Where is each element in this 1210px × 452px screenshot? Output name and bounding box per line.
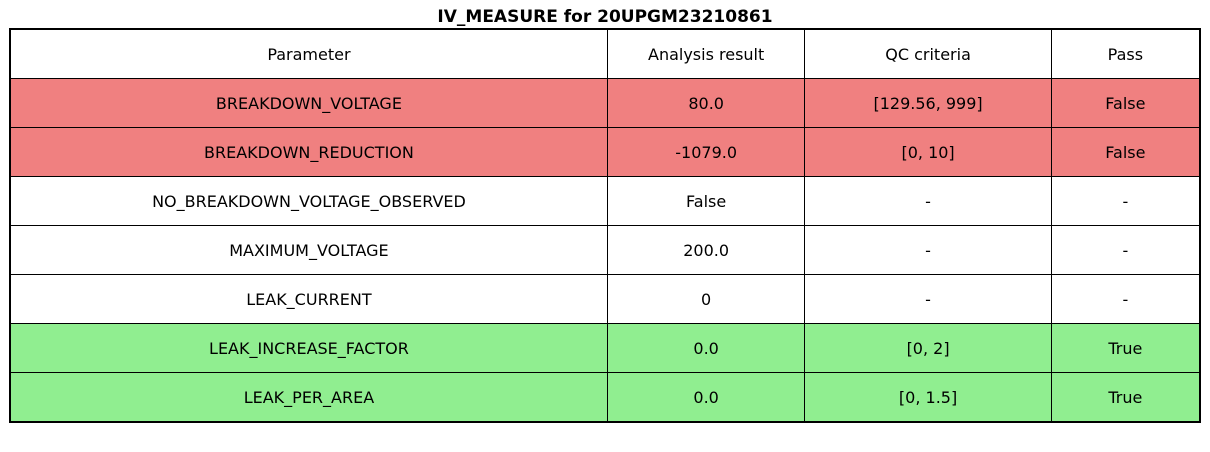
qc-criteria-cell: [129.56, 999] (804, 78, 1052, 128)
table-row: NO_BREAKDOWN_VOLTAGE_OBSERVED False - - (9, 176, 1201, 226)
qc-table: Parameter Analysis result QC criteria Pa… (9, 28, 1201, 423)
col-header-pass: Pass (1050, 28, 1201, 79)
parameter-cell: BREAKDOWN_REDUCTION (9, 127, 608, 177)
qc-criteria-cell: - (804, 176, 1052, 226)
analysis-result-cell: 0.0 (606, 323, 806, 373)
qc-criteria-cell: [0, 2] (804, 323, 1052, 373)
table-row: LEAK_PER_AREA 0.0 [0, 1.5] True (9, 372, 1201, 423)
table-row: BREAKDOWN_REDUCTION -1079.0 [0, 10] Fals… (9, 127, 1201, 177)
table-row: LEAK_INCREASE_FACTOR 0.0 [0, 2] True (9, 323, 1201, 373)
table-row: LEAK_CURRENT 0 - - (9, 274, 1201, 324)
header-row: Parameter Analysis result QC criteria Pa… (9, 28, 1201, 79)
qc-table-body: BREAKDOWN_VOLTAGE 80.0 [129.56, 999] Fal… (9, 78, 1201, 423)
qc-criteria-cell: [0, 10] (804, 127, 1052, 177)
qc-criteria-cell: - (804, 274, 1052, 324)
parameter-cell: LEAK_INCREASE_FACTOR (9, 323, 608, 373)
analysis-result-cell: False (606, 176, 806, 226)
analysis-result-cell: 0.0 (606, 372, 806, 423)
parameter-cell: MAXIMUM_VOLTAGE (9, 225, 608, 275)
pass-cell: False (1050, 127, 1201, 177)
table-row: BREAKDOWN_VOLTAGE 80.0 [129.56, 999] Fal… (9, 78, 1201, 128)
qc-criteria-cell: [0, 1.5] (804, 372, 1052, 423)
pass-cell: - (1050, 176, 1201, 226)
table-row: MAXIMUM_VOLTAGE 200.0 - - (9, 225, 1201, 275)
analysis-result-cell: -1079.0 (606, 127, 806, 177)
pass-cell: True (1050, 323, 1201, 373)
pass-cell: True (1050, 372, 1201, 423)
parameter-cell: LEAK_PER_AREA (9, 372, 608, 423)
page-title: IV_MEASURE for 20UPGM23210861 (437, 7, 773, 27)
qc-criteria-cell: - (804, 225, 1052, 275)
col-header-qc-criteria: QC criteria (804, 28, 1052, 79)
analysis-result-cell: 0 (606, 274, 806, 324)
analysis-result-cell: 80.0 (606, 78, 806, 128)
analysis-result-cell: 200.0 (606, 225, 806, 275)
pass-cell: False (1050, 78, 1201, 128)
parameter-cell: LEAK_CURRENT (9, 274, 608, 324)
parameter-cell: NO_BREAKDOWN_VOLTAGE_OBSERVED (9, 176, 608, 226)
pass-cell: - (1050, 225, 1201, 275)
col-header-parameter: Parameter (9, 28, 608, 79)
pass-cell: - (1050, 274, 1201, 324)
parameter-cell: BREAKDOWN_VOLTAGE (9, 78, 608, 128)
col-header-analysis-result: Analysis result (606, 28, 806, 79)
